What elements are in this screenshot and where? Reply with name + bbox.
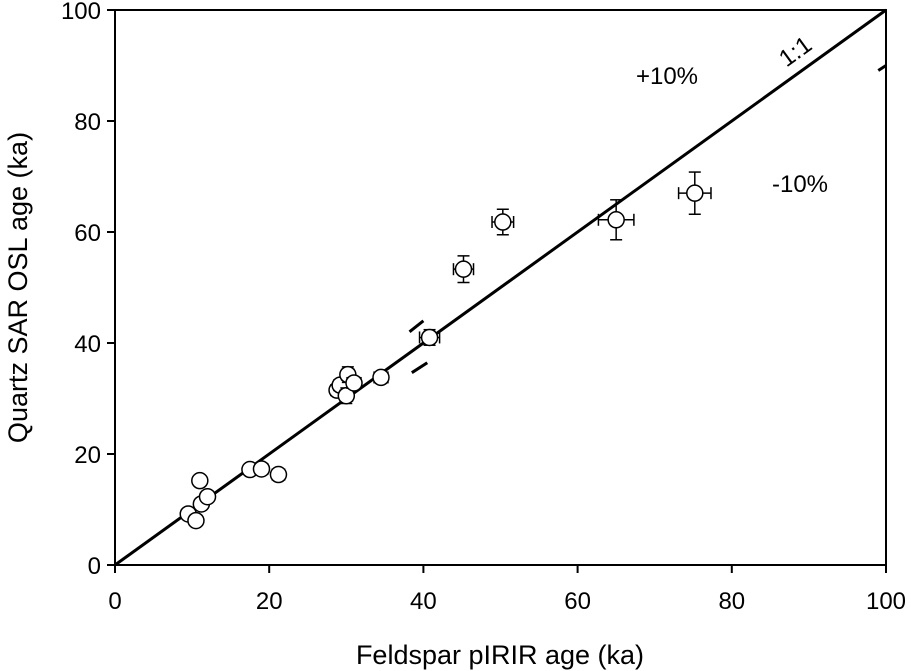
one-to-one-label: 1:1 (774, 31, 817, 72)
x-tick-label: 0 (108, 588, 121, 615)
data-point (269, 465, 288, 484)
point-marker (198, 487, 217, 506)
data-point (198, 487, 217, 506)
one-to-one-line (114, 8, 887, 567)
data-point (252, 460, 271, 478)
x-axis-label: Feldspar pIRIR age (ka) (356, 640, 644, 670)
x-tick-label: 100 (866, 588, 906, 615)
plus-ten-percent-dash (408, 319, 425, 333)
y-axis-ticks: 0 20 40 60 80 100 (61, 0, 115, 580)
plus-ten-percent-label: +10% (636, 63, 698, 90)
y-tick-label: 80 (74, 109, 101, 136)
point-marker (191, 471, 209, 490)
y-tick-label: 20 (74, 442, 101, 469)
point-marker (607, 211, 625, 229)
point-marker (686, 184, 704, 202)
minus-ten-percent-dashed-line (411, 64, 887, 374)
minus-ten-percent-label: -10% (772, 171, 828, 198)
point-marker (372, 368, 390, 387)
point-marker (494, 213, 512, 231)
x-tick-label: 80 (718, 588, 745, 615)
x-tick-label: 40 (410, 588, 437, 615)
data-point (677, 171, 712, 215)
data-point (418, 328, 441, 347)
data-point (187, 511, 205, 530)
point-marker (345, 374, 363, 392)
plot-area-frame (114, 9, 887, 566)
y-axis-label: Quartz SAR OSL age (ka) (3, 132, 33, 443)
data-point (597, 199, 635, 241)
data-point (345, 374, 363, 392)
point-marker (269, 465, 288, 484)
x-tick-label: 20 (256, 588, 283, 615)
point-marker (252, 460, 271, 478)
data-point (452, 255, 475, 284)
point-marker (454, 260, 473, 278)
data-point (372, 368, 390, 387)
point-marker (337, 386, 356, 405)
minus-ten-percent-dash (877, 64, 887, 72)
plus-ten-percent-dashed-line (408, 319, 425, 333)
data-points (179, 171, 712, 530)
data-point (191, 471, 209, 490)
y-tick-label: 0 (88, 553, 101, 580)
point-marker (187, 511, 205, 530)
point-marker (420, 328, 439, 347)
reference-lines (114, 8, 887, 567)
y-tick-label: 40 (74, 331, 101, 358)
data-point (337, 386, 356, 405)
data-point (491, 208, 515, 236)
minus-ten-percent-dash (411, 361, 429, 374)
y-tick-label: 100 (61, 0, 101, 25)
x-tick-label: 60 (564, 588, 591, 615)
y-tick-label: 60 (74, 220, 101, 247)
x-axis-ticks: 0 20 40 60 80 100 (108, 565, 906, 615)
